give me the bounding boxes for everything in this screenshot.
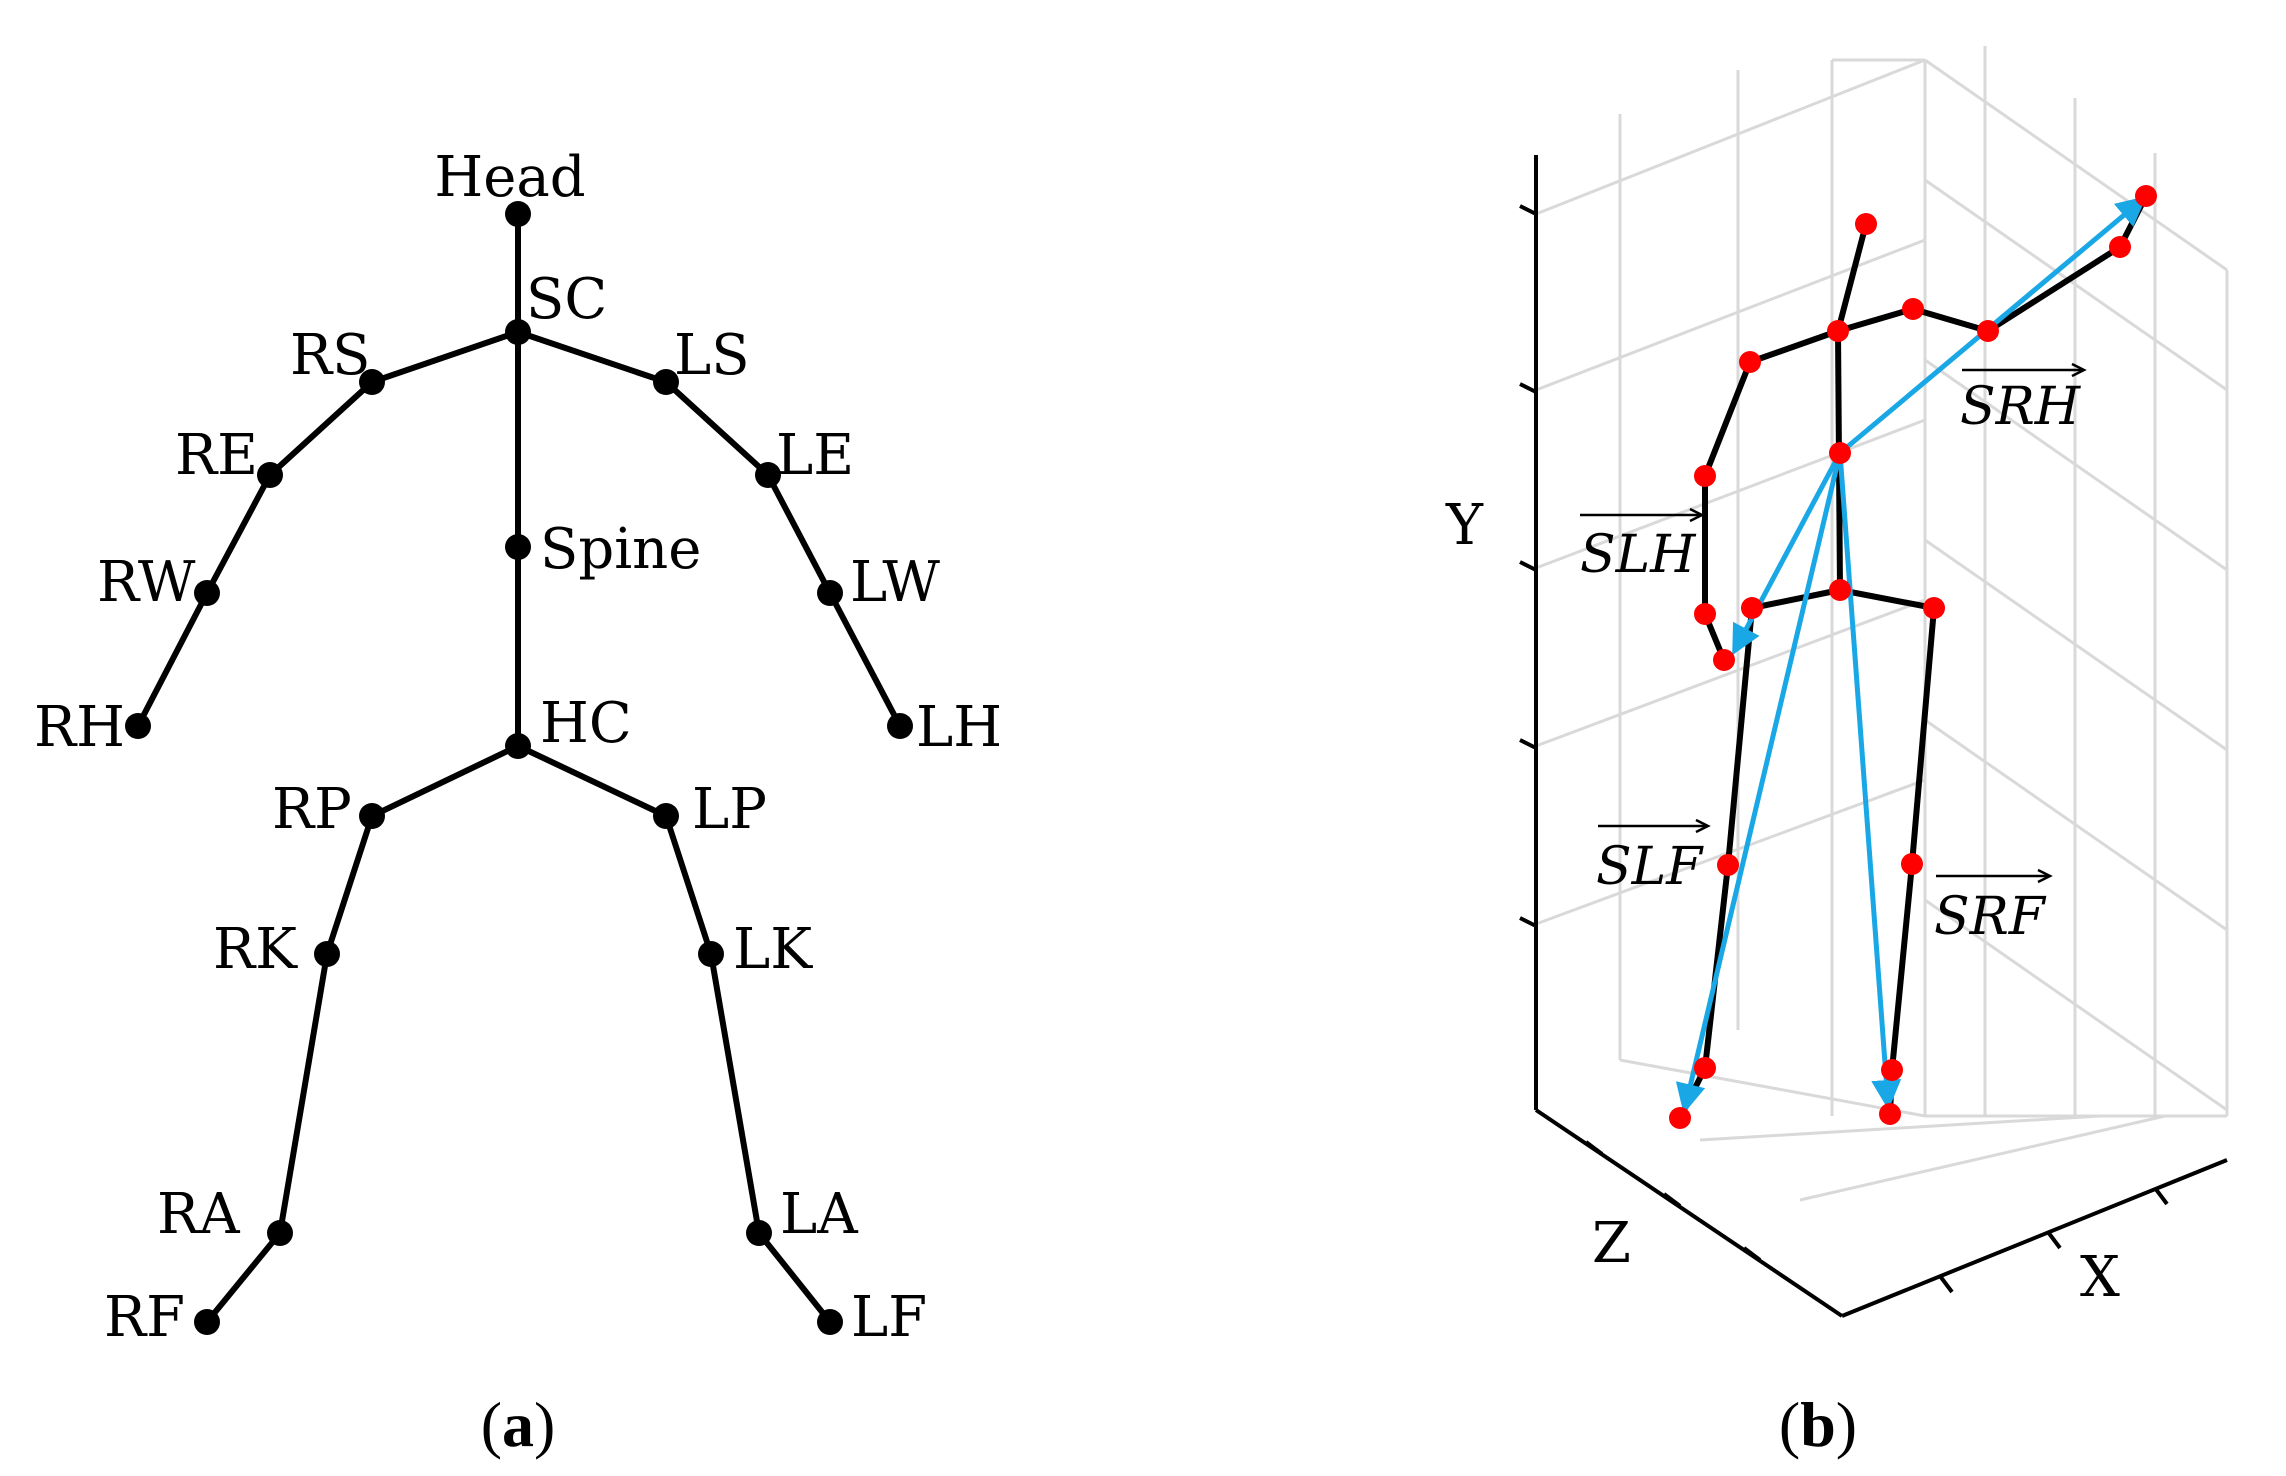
label-rf: RF xyxy=(104,1285,185,1350)
bone-lp-lk xyxy=(663,813,714,957)
label-srh: SRH xyxy=(1960,377,2082,437)
label-slh: SLH xyxy=(1580,525,1697,585)
axis-y-label: Y xyxy=(1445,493,1484,558)
panel-a-joints xyxy=(125,201,913,1335)
joint-lp xyxy=(653,803,679,829)
axis-z-label: Z xyxy=(1592,1211,1631,1276)
joint-ls xyxy=(653,369,679,395)
panel-a-labels: Head SC RS LS RE LE Spine RW LW RH LH HC… xyxy=(34,145,1002,1350)
bone-rs-re xyxy=(267,379,375,478)
label-hc: HC xyxy=(540,691,632,756)
joint-spine xyxy=(505,534,531,560)
caption-b: (b) xyxy=(1779,1389,1857,1460)
joint-re xyxy=(257,462,283,488)
bone-ra-rf xyxy=(204,1230,283,1325)
bone-sc-rs xyxy=(369,329,521,385)
joint-rk xyxy=(314,941,340,967)
bone-re-rw xyxy=(204,472,273,596)
bone-le-lw xyxy=(765,472,833,596)
joint-lw xyxy=(817,580,843,606)
label-rp: RP xyxy=(272,777,352,842)
bone-sc-ls xyxy=(515,329,669,385)
axis-x-line xyxy=(1841,1158,2228,1318)
panel-a-skeleton: Head SC RS LS RE LE Spine RW LW RH LH HC… xyxy=(34,145,1002,1460)
joint-sc xyxy=(505,319,531,345)
joint-lh xyxy=(887,713,913,739)
axis-x-label: X xyxy=(2080,1245,2120,1310)
vector-slh xyxy=(1732,451,1843,656)
joint-rp xyxy=(359,803,385,829)
bone-la-lf xyxy=(756,1230,833,1325)
label-rw: RW xyxy=(97,550,196,615)
joint-ra xyxy=(267,1220,293,1246)
label-rk: RK xyxy=(213,917,298,982)
caption-a: (a) xyxy=(481,1389,556,1460)
label-rs: RS xyxy=(290,323,371,388)
bone-hc-lp xyxy=(515,743,669,819)
label-head: Head xyxy=(434,145,585,210)
bone-rw-rh xyxy=(135,590,210,729)
label-lw: LW xyxy=(850,550,940,615)
label-ra: RA xyxy=(157,1182,240,1247)
label-lh: LH xyxy=(916,695,1002,760)
vector-srf xyxy=(1837,452,1902,1110)
axis-z-line xyxy=(1534,1108,1844,1318)
joint-le xyxy=(755,462,781,488)
joint-rf xyxy=(194,1309,220,1335)
joint-head xyxy=(505,201,531,227)
joint-lk xyxy=(698,941,724,967)
label-ls: LS xyxy=(674,323,750,388)
panel-b-joints xyxy=(1669,185,2157,1129)
panel-b-vector-labels: SRH SLH SLF SRF xyxy=(1580,362,2087,947)
bone-rk-ra xyxy=(277,951,330,1236)
label-re: RE xyxy=(175,423,258,488)
label-le: LE xyxy=(776,423,854,488)
panel-b-axes xyxy=(1519,155,2228,1318)
panel-b-3d-plot: Y Z X xyxy=(1445,46,2229,1460)
label-spine: Spine xyxy=(540,517,701,582)
bone-ls-le xyxy=(663,379,771,478)
label-lk: LK xyxy=(733,917,813,982)
joint-lf xyxy=(817,1309,843,1335)
bone-rp-rk xyxy=(324,813,375,957)
bone-lw-lh xyxy=(827,590,903,729)
bone-lk-la xyxy=(708,951,762,1236)
label-la: LA xyxy=(780,1182,858,1247)
joint-hc xyxy=(505,733,531,759)
label-rh: RH xyxy=(34,695,125,760)
label-sc: SC xyxy=(526,267,607,332)
panel-a-bones xyxy=(135,211,903,1325)
joint-la xyxy=(746,1220,772,1246)
label-slf: SLF xyxy=(1596,837,1704,897)
joint-rh xyxy=(125,713,151,739)
label-lf: LF xyxy=(851,1285,927,1350)
panel-b-vectors xyxy=(1675,196,2147,1114)
bone-hc-rp xyxy=(369,743,521,819)
vector-slf xyxy=(1675,452,1843,1114)
label-lp: LP xyxy=(692,777,767,842)
label-srf: SRF xyxy=(1934,887,2047,947)
joint-rw xyxy=(194,580,220,606)
joint-rs xyxy=(359,369,385,395)
